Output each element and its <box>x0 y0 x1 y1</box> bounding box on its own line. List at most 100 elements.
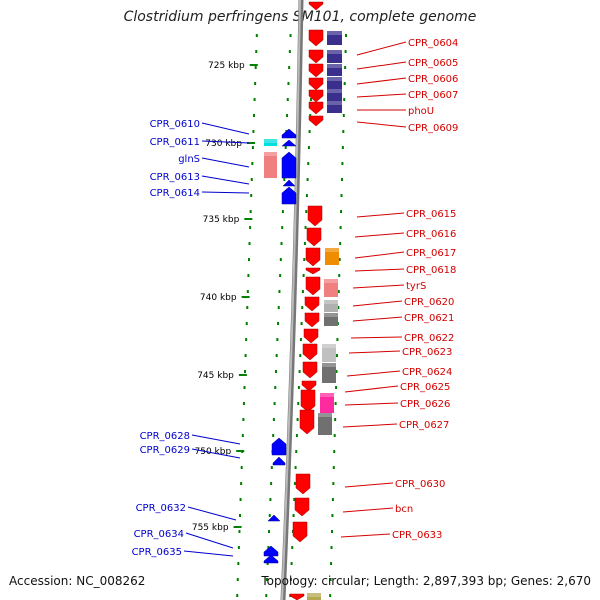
track-dot <box>243 386 246 389</box>
feature-block-lightgray-shine <box>324 300 338 304</box>
track-dot <box>335 386 338 389</box>
track-dot <box>291 546 294 549</box>
reverse-label-leader <box>185 532 234 549</box>
forward-label-leader <box>356 41 407 56</box>
track-dot <box>274 386 277 389</box>
track-dot <box>252 130 255 133</box>
track-dot <box>283 178 286 181</box>
track-dot <box>294 466 297 469</box>
track-dot <box>332 482 335 485</box>
track-dot <box>340 210 343 213</box>
track-dot <box>339 226 342 229</box>
track-dot <box>270 482 273 485</box>
track-dot <box>279 258 282 261</box>
track-dot <box>250 178 253 181</box>
reverse-gene-label: CPR_0634 <box>134 529 184 540</box>
feature-block-purple <box>327 101 342 113</box>
feature-block-lightgray-shine <box>322 344 336 348</box>
track-dot <box>251 162 254 165</box>
feature-block-purple-shine <box>327 89 342 93</box>
track-dot <box>289 34 292 37</box>
forward-gene-label: CPR_0604 <box>408 38 458 49</box>
track-dot <box>338 258 341 261</box>
track-dot <box>330 546 333 549</box>
forward-gene-arrow <box>306 227 322 247</box>
feature-block-darkgray-shine <box>322 363 336 367</box>
feature-block-purple <box>327 50 342 63</box>
track-dot <box>242 402 245 405</box>
track-dot <box>244 354 247 357</box>
feature-block-purple-shine <box>327 101 342 105</box>
track-dot <box>273 402 276 405</box>
forward-gene-label: CPR_0607 <box>408 90 458 101</box>
track-dot <box>265 578 268 581</box>
forward-label-leader <box>350 336 403 339</box>
feature-block-darkgray <box>318 413 332 435</box>
reverse-label-leader <box>201 191 250 194</box>
forward-gene-arrow <box>305 276 321 296</box>
forward-gene-label: CPR_0616 <box>406 229 456 240</box>
forward-gene-label: CPR_0605 <box>408 58 458 69</box>
feature-block-pink-shine <box>264 152 277 156</box>
forward-gene-arrow <box>307 205 323 227</box>
track-dot <box>295 434 298 437</box>
feature-block-lightgray <box>322 344 336 362</box>
track-dot <box>237 562 240 565</box>
forward-gene-label: CPR_0623 <box>402 347 452 358</box>
track-dot <box>279 274 282 277</box>
track-dot <box>277 322 280 325</box>
track-dot <box>299 338 302 341</box>
track-dot <box>342 114 345 117</box>
track-dot <box>275 354 278 357</box>
track-dot <box>341 146 344 149</box>
reverse-gene-arrow <box>263 554 279 564</box>
track-dot <box>342 130 345 133</box>
reverse-label-leader <box>187 506 237 521</box>
track-dot <box>247 258 250 261</box>
forward-gene-arrow <box>301 380 317 392</box>
track-dot <box>340 194 343 197</box>
forward-label-leader <box>352 300 403 307</box>
track-dot <box>253 114 256 117</box>
forward-gene-arrow <box>295 473 311 495</box>
track-dot <box>330 530 333 533</box>
track-dot <box>245 338 248 341</box>
track-dot <box>274 370 277 373</box>
forward-gene-label: CPR_0620 <box>404 297 454 308</box>
forward-gene-arrow <box>308 115 324 127</box>
track-dot <box>239 498 242 501</box>
track-dot <box>343 82 346 85</box>
forward-gene-arrow <box>305 247 321 267</box>
track-dot <box>330 562 333 565</box>
track-dot <box>332 466 335 469</box>
reverse-gene-label: CPR_0629 <box>140 445 190 456</box>
track-dot <box>337 290 340 293</box>
track-dot <box>299 354 302 357</box>
kbp-tick-label: 745 kbp <box>197 371 234 381</box>
forward-gene-arrow <box>302 343 318 361</box>
track-dot <box>345 34 348 37</box>
forward-gene-label: CPR_0609 <box>408 123 458 134</box>
track-dot <box>333 434 336 437</box>
forward-gene-label: CPR_0625 <box>400 382 450 393</box>
track-dot <box>334 402 337 405</box>
forward-gene-label: CPR_0621 <box>404 313 454 324</box>
feature-block-darkgray <box>324 313 338 326</box>
forward-gene-arrow <box>303 328 319 344</box>
reverse-gene-label: CPR_0610 <box>150 119 200 130</box>
track-dot <box>343 98 346 101</box>
feature-block-purple-shine <box>327 50 342 54</box>
track-dot <box>329 578 332 581</box>
track-dot <box>331 514 334 517</box>
forward-gene-label: bcn <box>395 504 413 515</box>
reverse-gene-arrow <box>281 128 297 139</box>
track-dot <box>293 482 296 485</box>
feature-block-darkgray <box>322 363 336 383</box>
forward-gene-arrow <box>292 521 308 543</box>
feature-block-cyan-shine <box>264 139 277 143</box>
track-dot <box>251 146 254 149</box>
track-dot <box>270 466 273 469</box>
forward-label-leader <box>346 370 401 377</box>
feature-block-darkgray-shine <box>324 313 338 317</box>
